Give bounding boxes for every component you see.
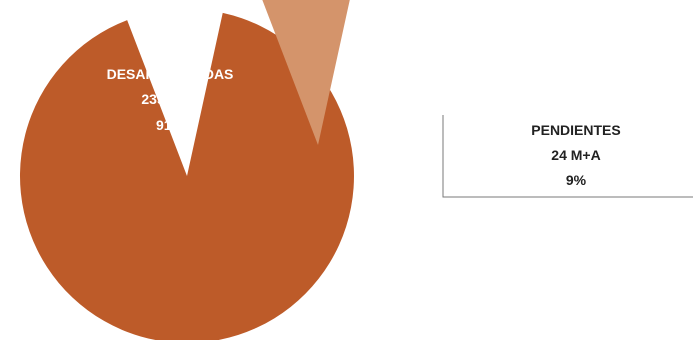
slice-label-percent: 91% [156,117,185,133]
pie-slice-pendientes [262,0,350,145]
slice-label-name: PENDIENTES [531,122,620,138]
leader-line-pendientes [442,115,693,198]
slice-label-value: 235 M+A [141,91,198,107]
slice-label-percent: 9% [566,172,587,188]
pie-slice-desarrolladas [20,12,354,340]
label-pendientes: PENDIENTES 24 M+A 9% [531,122,620,188]
label-desarrolladas: DESARROLLADAS 235 M+A 91% [107,66,234,133]
slice-label-name: DESARROLLADAS [107,66,234,82]
slice-label-value: 24 M+A [551,147,600,163]
